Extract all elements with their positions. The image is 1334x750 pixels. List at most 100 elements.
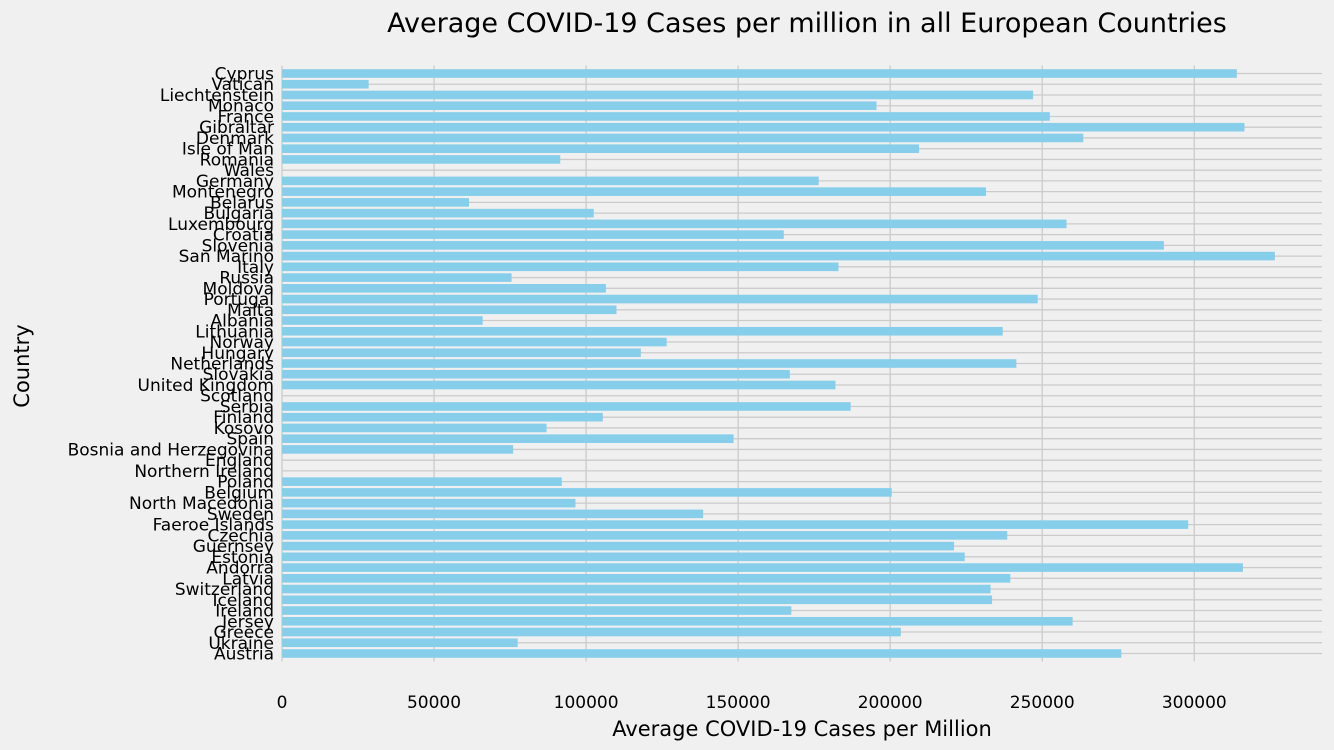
y-tick-label: Gibraltar <box>199 118 274 138</box>
x-tick-label: 300000 <box>1162 693 1227 713</box>
y-tick-label: Latvia <box>222 569 274 589</box>
bar-germany <box>282 176 819 186</box>
x-tick-label: 250000 <box>1010 693 1075 713</box>
bar-jersey <box>282 616 1073 626</box>
bar-liechtenstein <box>282 90 1034 100</box>
bar-lithuania <box>282 326 1003 336</box>
y-tick-label: Slovakia <box>203 365 274 385</box>
y-tick-label: England <box>205 451 274 471</box>
y-tick-label: Poland <box>217 473 274 493</box>
bar-finland <box>282 412 603 422</box>
y-tick-label: Bosnia and Herzegovina <box>68 440 274 460</box>
y-tick-label: Iceland <box>212 591 274 611</box>
bar-norway <box>282 337 667 347</box>
bar-bulgaria <box>282 208 594 218</box>
bar-slovenia <box>282 241 1164 250</box>
y-axis-label: Country <box>10 324 34 407</box>
x-tick-label: 50000 <box>407 693 461 713</box>
y-tick-label: Cyprus <box>215 65 274 85</box>
y-tick-label: Sweden <box>207 505 274 525</box>
bar-belgium <box>282 488 892 497</box>
bar-luxembourg <box>282 219 1067 229</box>
y-tick-label: Austria <box>214 645 274 665</box>
x-tick-label: 100000 <box>554 693 619 713</box>
bar-austria <box>282 649 1122 658</box>
y-tick-label: Norway <box>210 333 275 353</box>
bar-vatican <box>282 79 369 89</box>
bar-bosnia-and-herzegovina <box>282 445 514 454</box>
bar-czechia <box>282 531 1008 540</box>
y-tick-label: Greece <box>213 623 274 643</box>
y-tick-label: Montenegro <box>172 183 274 203</box>
bar-romania <box>282 155 561 164</box>
y-tick-label: Faeroe Islands <box>153 516 275 536</box>
bar-iceland <box>282 595 993 605</box>
bar-kosovo <box>282 423 547 433</box>
y-tick-label: Netherlands <box>170 355 274 375</box>
bar-russia <box>282 273 512 282</box>
bar-slovakia <box>282 369 790 379</box>
bar-switzerland <box>282 584 991 594</box>
y-tick-label: Portugal <box>204 290 274 310</box>
y-tick-label: France <box>217 107 274 127</box>
bar-denmark <box>282 133 1084 143</box>
y-tick-label: Lithuania <box>195 322 274 342</box>
x-axis-label: Average COVID-19 Cases per Million <box>612 717 992 741</box>
bar-isle-of-man <box>282 144 920 153</box>
y-tick-label: Liechtenstein <box>160 86 274 106</box>
bar-spain <box>282 434 734 443</box>
x-tick-label: 150000 <box>706 693 771 713</box>
y-tick-label: Germany <box>196 172 274 192</box>
y-tick-label: Slovenia <box>202 236 274 256</box>
y-tick-label: Luxembourg <box>168 215 274 235</box>
bar-montenegro <box>282 187 986 196</box>
bar-monaco <box>282 101 877 111</box>
y-tick-label: Belgium <box>204 483 274 503</box>
bar-gibraltar <box>282 122 1245 132</box>
y-tick-label: Croatia <box>213 226 274 246</box>
bars-layer <box>282 69 1275 658</box>
y-tick-label: Isle of Man <box>182 140 274 160</box>
y-tick-label: Wales <box>224 161 274 181</box>
y-tick-label: Ireland <box>215 602 274 622</box>
bar-latvia <box>282 574 1011 583</box>
y-tick-label: Jersey <box>221 612 274 632</box>
y-tick-label: Northern Ireland <box>134 462 274 482</box>
bar-guernsey <box>282 541 955 551</box>
chart-title: Average COVID-19 Cases per million in al… <box>387 8 1227 39</box>
y-tick-label: Switzerland <box>175 580 274 600</box>
y-tick-label: Monaco <box>208 97 274 117</box>
bar-hungary <box>282 348 641 358</box>
bar-united-kingdom <box>282 380 836 390</box>
y-tick-label: Vatican <box>211 75 274 95</box>
y-tick-label: North Macedonia <box>129 494 274 514</box>
y-tick-label: Estonia <box>211 548 274 568</box>
bar-ireland <box>282 606 792 615</box>
bar-netherlands <box>282 359 1017 368</box>
bar-italy <box>282 262 839 272</box>
bar-croatia <box>282 230 784 239</box>
bar-moldova <box>282 284 606 293</box>
bar-portugal <box>282 294 1038 304</box>
y-tick-label: Ukraine <box>208 634 274 654</box>
y-tick-label: Romania <box>200 150 274 170</box>
y-tick-label: United Kingdom <box>138 376 274 396</box>
x-tick-labels: 0 50000 100000 150000 200000 250000 300000 <box>277 693 1227 713</box>
y-tick-label: Serbia <box>220 397 274 417</box>
y-tick-label: Czechia <box>207 526 274 546</box>
y-tick-label: Finland <box>213 408 274 428</box>
x-tick-label: 0 <box>277 693 288 713</box>
y-tick-label: Guernsey <box>193 537 274 557</box>
y-tick-label: Russia <box>219 269 274 289</box>
y-tick-label: Bulgaria <box>204 204 275 224</box>
bar-serbia <box>282 402 851 411</box>
bar-cyprus <box>282 69 1237 78</box>
y-tick-label: Moldova <box>203 279 274 299</box>
bar-north-macedonia <box>282 498 576 508</box>
bar-andorra <box>282 563 1243 572</box>
y-tick-labels: CyprusVaticanLiechtensteinMonacoFranceGi… <box>68 65 275 665</box>
bar-faeroe-islands <box>282 520 1189 529</box>
bar-albania <box>282 316 483 325</box>
y-tick-label: Belarus <box>210 193 274 213</box>
